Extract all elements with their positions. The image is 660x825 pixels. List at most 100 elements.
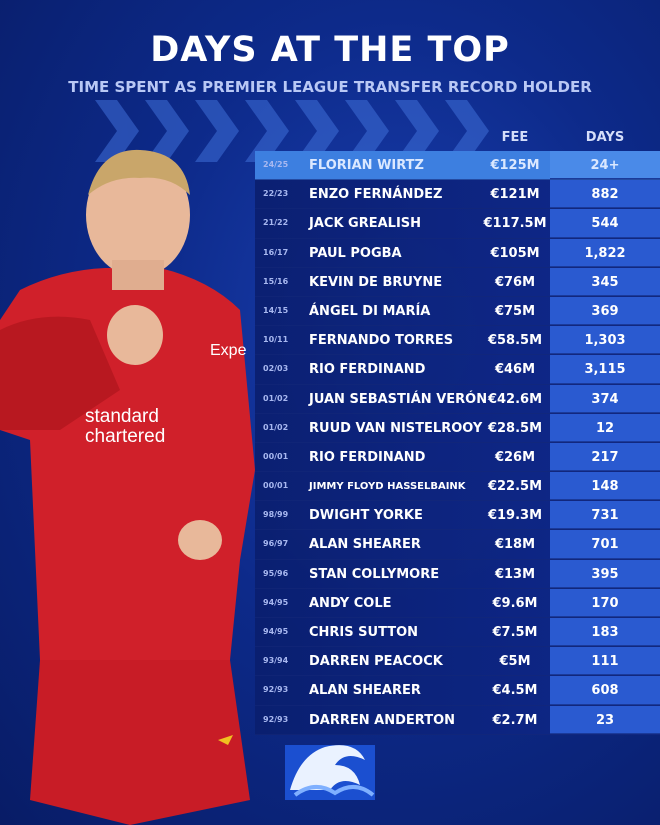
fee-cell: €58.5M	[487, 333, 543, 349]
fee-cell: €117.5M	[483, 216, 547, 232]
table-header: FEE DAYS	[255, 122, 660, 151]
fee-cell: €75M	[494, 303, 536, 319]
name-cell: PAUL POGBA	[309, 245, 402, 261]
fee-cell: €22.5M	[487, 479, 543, 495]
table-row: 14/15 ÁNGEL DI MARÍA €75M 369	[255, 296, 660, 327]
name-cell: ALAN SHEARER	[309, 537, 421, 553]
season-cell: 01/02	[263, 393, 289, 403]
season-cell: 15/16	[263, 276, 289, 286]
table-row: 94/95 ANDY COLE €9.6M 170	[255, 588, 660, 618]
name-cell: JUAN SEBASTIÁN VERÓN	[309, 391, 488, 407]
days-cell: 12	[550, 413, 660, 442]
player-illustration: standard chartered Expe	[0, 149, 255, 825]
season-cell: 92/93	[263, 685, 289, 695]
season-cell: 00/01	[263, 451, 289, 461]
page-subtitle: TIME SPENT AS PREMIER LEAGUE TRANSFER RE…	[68, 78, 592, 96]
name-cell: KEVIN DE BRUYNE	[309, 274, 443, 290]
days-cell: 544	[550, 209, 660, 238]
table-row: 10/11 FERNANDO TORRES €58.5M 1,303	[255, 326, 660, 356]
svg-text:chartered: chartered	[85, 426, 165, 447]
name-cell: DWIGHT YORKE	[309, 508, 423, 524]
table-row: 21/22 JACK GREALISH €117.5M 544	[255, 209, 660, 239]
name-cell: RUUD VAN NISTELROOY	[309, 420, 483, 436]
fee-cell: €19.3M	[487, 508, 543, 524]
name-cell: STAN COLLYMORE	[309, 566, 440, 582]
name-cell: RIO FERDINAND	[309, 449, 426, 465]
fee-cell: €13M	[494, 566, 536, 582]
days-cell: 170	[550, 588, 660, 617]
days-cell: 882	[550, 180, 660, 209]
table-row: 01/02 RUUD VAN NISTELROOY €28.5M 12	[255, 413, 660, 443]
season-cell: 22/23	[263, 189, 289, 199]
season-cell: 96/97	[263, 539, 289, 549]
season-cell: 93/94	[263, 656, 289, 666]
name-cell: ENZO FERNÁNDEZ	[309, 187, 443, 203]
table-row: 00/01 RIO FERDINAND €26M 217	[255, 442, 660, 473]
season-cell: 94/95	[263, 597, 289, 607]
name-cell: RIO FERDINAND	[309, 362, 426, 378]
table-row: 93/94 DARREN PEACOCK €5M 111	[255, 647, 660, 677]
header-fee: FEE	[501, 130, 529, 145]
season-cell: 14/15	[263, 305, 289, 315]
fee-cell: €105M	[490, 245, 540, 261]
season-cell: 95/96	[263, 568, 289, 578]
season-cell: 00/01	[263, 481, 289, 491]
table-row: 02/03 RIO FERDINAND €46M 3,115	[255, 355, 660, 385]
season-cell: 16/17	[263, 247, 289, 257]
name-cell: ALAN SHEARER	[309, 683, 421, 699]
fee-cell: €42.6M	[487, 391, 543, 407]
name-cell: FLORIAN WIRTZ	[309, 158, 424, 173]
season-cell: 10/11	[263, 335, 289, 345]
season-cell: 02/03	[263, 364, 289, 374]
days-cell: 345	[550, 267, 660, 296]
season-cell: 94/95	[263, 627, 289, 636]
fee-cell: €7.5M	[492, 625, 538, 640]
table-row: 96/97 ALAN SHEARER €18M 701	[255, 530, 660, 560]
days-cell: 374	[550, 384, 660, 413]
table-row: 16/17 PAUL POGBA €105M 1,822	[255, 238, 660, 268]
days-cell: 148	[550, 472, 660, 501]
name-cell: CHRIS SUTTON	[309, 625, 419, 640]
fee-cell: €46M	[494, 362, 536, 378]
days-cell: 111	[550, 647, 660, 676]
wave-logo-icon	[285, 745, 375, 800]
table-row: 01/02 JUAN SEBASTIÁN VERÓN €42.6M 374	[255, 384, 660, 414]
page-title: DAYS AT THE TOP	[150, 30, 510, 70]
fee-cell: €5M	[499, 654, 531, 670]
name-cell: ANDY COLE	[309, 595, 392, 611]
table-row: 98/99 DWIGHT YORKE €19.3M 731	[255, 501, 660, 531]
season-cell: 21/22	[263, 218, 289, 228]
days-cell: 183	[550, 618, 660, 647]
days-cell: 731	[550, 501, 660, 530]
fee-cell: €28.5M	[487, 420, 543, 436]
chevron-decoration-icon	[95, 100, 489, 162]
fee-cell: €76M	[494, 274, 536, 290]
header-days: DAYS	[585, 130, 625, 145]
fee-cell: €4.5M	[492, 683, 538, 699]
days-cell: 1,303	[550, 326, 660, 355]
fee-cell: €26M	[494, 449, 536, 465]
svg-text:Expe: Expe	[210, 342, 247, 359]
days-cell: 608	[550, 676, 660, 705]
days-cell: 3,115	[550, 355, 660, 384]
fee-cell: €2.7M	[492, 712, 538, 728]
name-cell: JIMMY FLOYD HASSELBAINK	[309, 481, 466, 493]
days-cell: 701	[550, 530, 660, 559]
name-cell: FERNANDO TORRES	[309, 333, 454, 349]
table-row: 15/16 KEVIN DE BRUYNE €76M 345	[255, 267, 660, 297]
name-cell: DARREN PEACOCK	[309, 654, 443, 670]
days-cell: 24+	[550, 151, 660, 180]
days-cell: 217	[550, 442, 660, 472]
table-row: 22/23 ENZO FERNÁNDEZ €121M 882	[255, 180, 660, 210]
fee-cell: €121M	[490, 187, 540, 203]
name-cell: ÁNGEL DI MARÍA	[309, 303, 431, 319]
season-cell: 01/02	[263, 422, 289, 432]
table-row: 95/96 STAN COLLYMORE €13M 395	[255, 559, 660, 589]
table-row: 00/01 JIMMY FLOYD HASSELBAINK €22.5M 148	[255, 472, 660, 502]
table-row: 94/95 CHRIS SUTTON €7.5M 183	[255, 618, 660, 648]
days-cell: 23	[550, 705, 660, 734]
fee-cell: €18M	[494, 537, 536, 553]
name-cell: JACK GREALISH	[309, 216, 422, 232]
season-cell: 98/99	[263, 510, 289, 520]
days-cell: 369	[550, 296, 660, 326]
